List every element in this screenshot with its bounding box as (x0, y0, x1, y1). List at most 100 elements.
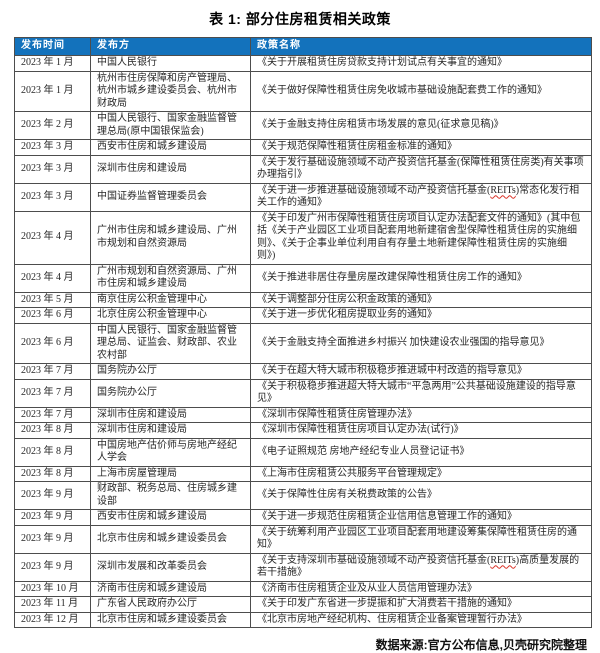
policy-table: 发布时间 发布方 政策名称 2023 年 1 月中国人民银行 《关于开展租赁住房贷款支… (14, 37, 592, 628)
publish-date-cell: 2023 年 10 月 (14, 580, 91, 597)
table-row: 2023 年 8 月深圳市住房和建设局 《深圳市保障性租赁住房项目认定办法(试行)… (14, 422, 592, 439)
column-header-publisher: 发布方 (90, 37, 251, 56)
table-row: 2023 年 5 月南京住房公积金管理中心 《关于调整部分住房公积金政策的通知》 (14, 291, 592, 308)
policy-name-cell: 《关于金融支持全面推进乡村振兴 加快建设农业强国的指导意见》 (250, 322, 592, 364)
table-row: 2023 年 9 月北京市住房和城乡建设委员会 《关于统筹利用产业园区工业项目配套… (14, 524, 592, 554)
table-row: 2023 年 2 月中国人民银行、国家金融监督管理总局(原中国银保监会) 《关于金… (14, 111, 592, 140)
table-row: 2023 年 7 月国务院办公厅 《关于在超大特大城市积极稳步推进城中村改造的指导… (14, 363, 592, 380)
table-row: 2023 年 9 月深圳市发展和改革委员会 《关于支持深圳市基础设施领域不动产投资… (14, 552, 592, 582)
publish-date-cell: 2023 年 3 月 (14, 182, 91, 212)
publish-date-cell: 2023 年 8 月 (14, 465, 91, 482)
publisher-cell: 财政部、税务总局、住房城乡建设部 (90, 481, 251, 510)
table-row: 2023 年 3 月中国证券监督管理委员会 《关于进一步推进基础设施领域不动产投资… (14, 182, 592, 212)
table-title: 表 1: 部分住房租赁相关政策 (209, 11, 391, 27)
publisher-cell: 南京住房公积金管理中心 (90, 291, 251, 308)
publish-date-cell: 2023 年 8 月 (14, 422, 91, 439)
policy-table-page: 表 1: 部分住房租赁相关政策 发布时间 发布方 政策名称 2023 年 1 月中国… (14, 11, 592, 652)
publisher-cell: 西安市住房和城乡建设局 (90, 139, 251, 156)
publish-date-cell: 2023 年 1 月 (14, 70, 91, 112)
table-row: 2023 年 9 月财政部、税务总局、住房城乡建设部 《关于保障性住房有关税费政策… (14, 481, 592, 510)
publisher-cell: 中国人民银行、国家金融监督管理总局、证监会、财政部、农业农村部 (90, 322, 251, 364)
policy-name-cell: 《关于积极稳步推进超大特大城市“平急两用”公共基础设施建设的指导意见》 (250, 378, 592, 408)
publisher-cell: 中国证券监督管理委员会 (90, 182, 251, 212)
table-row: 2023 年 11 月广东省人民政府办公厅 《关于印发广东省进一步提振和扩大消费若… (14, 596, 592, 613)
publish-date-cell: 2023 年 8 月 (14, 437, 91, 467)
spellcheck-underlined-term: REITs (490, 554, 516, 566)
publisher-cell: 深圳市住房和建设局 (90, 406, 251, 423)
publisher-cell: 北京住房公积金管理中心 (90, 307, 251, 324)
publish-date-cell: 2023 年 2 月 (14, 111, 91, 140)
policy-name-cell: 《关于保障性住房有关税费政策的公告》 (250, 481, 592, 510)
publisher-cell: 杭州市住房保障和房产管理局、杭州市城乡建设委员会、杭州市财政局 (90, 70, 251, 112)
publisher-cell: 济南市住房和城乡建设局 (90, 580, 251, 597)
publisher-cell: 广东省人民政府办公厅 (90, 596, 251, 613)
publish-date-cell: 2023 年 6 月 (14, 307, 91, 324)
publish-date-cell: 2023 年 7 月 (14, 378, 91, 408)
column-header-policy-name: 政策名称 (250, 37, 592, 56)
policy-name-cell: 《深圳市保障性租赁住房项目认定办法(试行)》 (250, 422, 592, 439)
publisher-cell: 深圳市发展和改革委员会 (90, 552, 251, 582)
publisher-cell: 国务院办公厅 (90, 363, 251, 380)
publisher-cell: 深圳市住房和建设局 (90, 422, 251, 439)
table-row: 2023 年 4 月广州市住房和城乡建设局、广州市规划和自然资源局 《关于印发广州… (14, 210, 592, 265)
policy-name-cell: 《关于推进非居住存量房屋改建保障性租赁住房工作的通知》 (250, 263, 592, 293)
publish-date-cell: 2023 年 9 月 (14, 481, 91, 510)
table-row: 2023 年 12 月北京市住房和城乡建设委员会 《北京市房地产经纪机构、住房租赁… (14, 611, 592, 628)
publish-date-cell: 2023 年 7 月 (14, 406, 91, 423)
publish-date-cell: 2023 年 3 月 (14, 139, 91, 156)
policy-name-cell: 《关于印发广州市保障性租赁住房项目认定办法配套文件的通知》(其中包括《关于产业园… (250, 210, 592, 265)
table-row: 2023 年 1 月杭州市住房保障和房产管理局、杭州市城乡建设委员会、杭州市财政… (14, 70, 592, 112)
policy-name-cell: 《关于印发广东省进一步提振和扩大消费若干措施的通知》 (250, 596, 592, 613)
policy-name-cell: 《上海市住房租赁公共服务平台管理规定》 (250, 465, 592, 482)
policy-name-cell: 《关于发行基础设施领域不动产投资信托基金(保障性租赁住房类)有关事项办理指引》 (250, 154, 592, 184)
publisher-cell: 国务院办公厅 (90, 378, 251, 408)
table-row: 2023 年 1 月中国人民银行 《关于开展租赁住房贷款支持计划试点有关事宜的通知… (14, 55, 592, 72)
table-body: 2023 年 1 月中国人民银行 《关于开展租赁住房贷款支持计划试点有关事宜的通知… (14, 55, 592, 628)
policy-name-cell: 《关于进一步推进基础设施领域不动产投资信托基金(REITs)常态化发行相关工作的… (250, 182, 592, 212)
policy-name-cell: 《北京市房地产经纪机构、住房租赁企业备案管理暂行办法》 (250, 611, 592, 628)
policy-name-cell: 《关于统筹利用产业园区工业项目配套用地建设筹集保障性租赁住房的通知》 (250, 524, 592, 554)
publish-date-cell: 2023 年 6 月 (14, 322, 91, 364)
policy-name-cell: 《关于支持深圳市基础设施领域不动产投资信托基金(REITs)高质量发展的若干措施… (250, 552, 592, 582)
table-row: 2023 年 6 月中国人民银行、国家金融监督管理总局、证监会、财政部、农业农村… (14, 322, 592, 364)
publisher-cell: 广州市住房和城乡建设局、广州市规划和自然资源局 (90, 210, 251, 265)
publish-date-cell: 2023 年 5 月 (14, 291, 91, 308)
publish-date-cell: 2023 年 7 月 (14, 363, 91, 380)
policy-name-cell: 《关于在超大特大城市积极稳步推进城中村改造的指导意见》 (250, 363, 592, 380)
publish-date-cell: 2023 年 3 月 (14, 154, 91, 184)
policy-name-cell: 《关于进一步优化租房提取业务的通知》 (250, 307, 592, 324)
policy-name-cell: 《关于进一步规范住房租赁企业信用信息管理工作的通知》 (250, 509, 592, 526)
publisher-cell: 中国人民银行 (90, 55, 251, 72)
table-row: 2023 年 9 月西安市住房和城乡建设局 《关于进一步规范住房租赁企业信用信息管… (14, 509, 592, 526)
publish-date-cell: 2023 年 9 月 (14, 552, 91, 582)
publisher-cell: 西安市住房和城乡建设局 (90, 509, 251, 526)
table-row: 2023 年 8 月中国房地产估价师与房地产经纪人学会 《电子证照规范 房地产经纪… (14, 437, 592, 467)
table-row: 2023 年 3 月深圳市住房和建设局 《关于发行基础设施领域不动产投资信托基金(… (14, 154, 592, 184)
publisher-cell: 广州市规划和自然资源局、广州市住房和城乡建设局 (90, 263, 251, 293)
spellcheck-underlined-term: REITs (490, 184, 516, 196)
policy-name-cell: 《关于调整部分住房公积金政策的通知》 (250, 291, 592, 308)
table-row: 2023 年 7 月深圳市住房和建设局 《深圳市保障性租赁住房管理办法》 (14, 406, 592, 423)
policy-name-cell: 《关于开展租赁住房贷款支持计划试点有关事宜的通知》 (250, 55, 592, 72)
table-row: 2023 年 7 月国务院办公厅 《关于积极稳步推进超大特大城市“平急两用”公共基… (14, 378, 592, 408)
table-header-row: 发布时间 发布方 政策名称 (14, 37, 592, 56)
table-row: 2023 年 3 月西安市住房和城乡建设局 《关于规范保障性租赁住房租金标准的通知… (14, 139, 592, 156)
publish-date-cell: 2023 年 9 月 (14, 509, 91, 526)
table-row: 2023 年 6 月北京住房公积金管理中心 《关于进一步优化租房提取业务的通知》 (14, 307, 592, 324)
publisher-cell: 深圳市住房和建设局 (90, 154, 251, 184)
table-row: 2023 年 4 月广州市规划和自然资源局、广州市住房和城乡建设局 《关于推进非居… (14, 263, 592, 293)
policy-name-cell: 《关于金融支持住房租赁市场发展的意见(征求意见稿)》 (250, 111, 592, 140)
policy-name-cell: 《关于规范保障性租赁住房租金标准的通知》 (250, 139, 592, 156)
publish-date-cell: 2023 年 9 月 (14, 524, 91, 554)
policy-name-cell: 《深圳市保障性租赁住房管理办法》 (250, 406, 592, 423)
policy-name-cell: 《关于做好保障性租赁住房免收城市基础设施配套费工作的通知》 (250, 70, 592, 112)
table-row: 2023 年 10 月济南市住房和城乡建设局 《济南市住房租赁企业及从业人员信用管… (14, 580, 592, 597)
policy-name-cell: 《济南市住房租赁企业及从业人员信用管理办法》 (250, 580, 592, 597)
table-row: 2023 年 8 月上海市房屋管理局 《上海市住房租赁公共服务平台管理规定》 (14, 465, 592, 482)
publish-date-cell: 2023 年 4 月 (14, 210, 91, 265)
column-header-publish-date: 发布时间 (14, 37, 91, 56)
publisher-cell: 北京市住房和城乡建设委员会 (90, 611, 251, 628)
publish-date-cell: 2023 年 4 月 (14, 263, 91, 293)
data-source-note: 数据来源:官方公布信息,贝壳研究院整理 (375, 638, 587, 652)
publisher-cell: 中国房地产估价师与房地产经纪人学会 (90, 437, 251, 467)
